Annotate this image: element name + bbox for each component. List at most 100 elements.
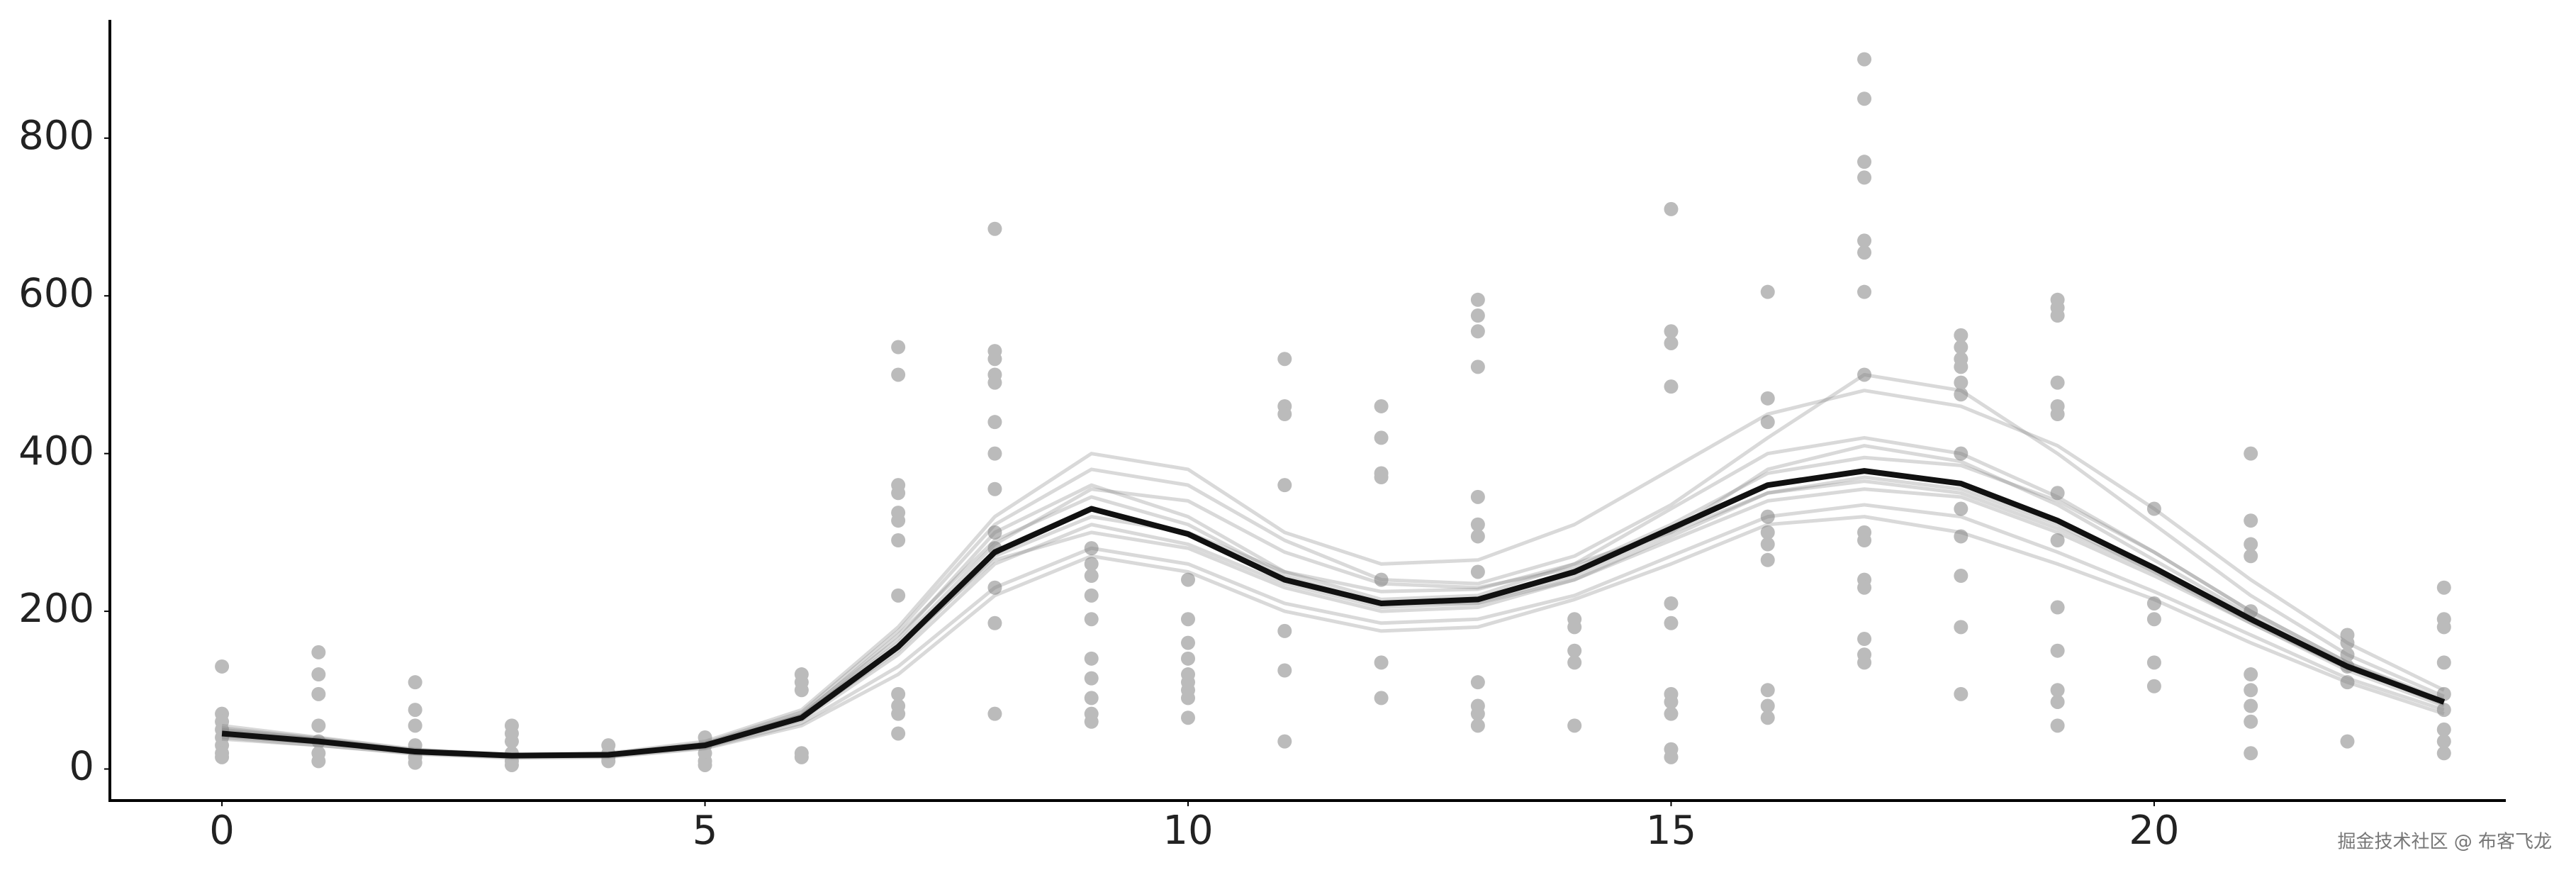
series-line bbox=[221, 475, 2445, 758]
data-point bbox=[1857, 655, 1872, 670]
data-point bbox=[1857, 533, 1872, 547]
data-point bbox=[2244, 683, 2258, 698]
data-point bbox=[1470, 517, 1485, 532]
data-point bbox=[1084, 612, 1099, 627]
data-point bbox=[2244, 549, 2258, 564]
data-point bbox=[215, 659, 230, 674]
data-point bbox=[1760, 284, 1775, 299]
data-point bbox=[311, 667, 326, 682]
data-point bbox=[2244, 667, 2258, 682]
data-point bbox=[1470, 706, 1485, 721]
data-point bbox=[891, 706, 906, 721]
data-point bbox=[987, 415, 1002, 430]
series-line bbox=[221, 372, 2445, 757]
data-point bbox=[794, 683, 809, 698]
data-point bbox=[1567, 718, 1582, 733]
data-point bbox=[1084, 671, 1099, 686]
data-point bbox=[1664, 706, 1679, 721]
data-point bbox=[1181, 710, 1195, 725]
data-point bbox=[1567, 655, 1582, 670]
data-point bbox=[2050, 694, 2065, 709]
data-point bbox=[1664, 694, 1679, 709]
data-point bbox=[2244, 513, 2258, 528]
data-point bbox=[1567, 620, 1582, 635]
data-point bbox=[2146, 612, 2161, 627]
data-point bbox=[987, 615, 1002, 630]
data-point bbox=[891, 367, 906, 382]
data-point bbox=[2050, 375, 2065, 390]
data-point bbox=[891, 686, 906, 701]
data-point bbox=[1760, 509, 1775, 524]
data-point bbox=[1954, 360, 1969, 374]
x-tick-label: 0 bbox=[209, 808, 235, 854]
data-point bbox=[2050, 407, 2065, 422]
data-point bbox=[1470, 564, 1485, 579]
series-line bbox=[221, 503, 2445, 759]
data-point bbox=[1857, 245, 1872, 260]
data-point bbox=[1664, 201, 1679, 216]
data-point bbox=[2050, 600, 2065, 615]
data-point bbox=[1084, 714, 1099, 729]
data-point bbox=[504, 757, 519, 772]
data-point bbox=[2146, 679, 2161, 693]
y-tick-label: 400 bbox=[18, 428, 94, 474]
data-point bbox=[1954, 620, 1969, 635]
data-point bbox=[1760, 710, 1775, 725]
data-point bbox=[1181, 635, 1195, 650]
data-point bbox=[2146, 655, 2161, 670]
data-point bbox=[987, 221, 1002, 236]
data-point bbox=[1084, 569, 1099, 584]
data-point bbox=[1664, 324, 1679, 339]
data-point bbox=[311, 686, 326, 701]
data-point bbox=[1954, 375, 1969, 390]
data-point bbox=[2050, 643, 2065, 658]
data-point bbox=[2050, 486, 2065, 501]
data-point bbox=[2244, 537, 2258, 552]
data-point bbox=[1374, 572, 1389, 587]
x-tick-label: 5 bbox=[693, 808, 718, 854]
data-point bbox=[2146, 596, 2161, 611]
data-point bbox=[311, 718, 326, 733]
data-point bbox=[1857, 155, 1872, 169]
data-point bbox=[1760, 683, 1775, 698]
data-point bbox=[1470, 324, 1485, 339]
data-point bbox=[1277, 352, 1292, 367]
data-point bbox=[2244, 446, 2258, 461]
data-point bbox=[2050, 533, 2065, 547]
data-point bbox=[891, 588, 906, 603]
data-point bbox=[311, 754, 326, 769]
data-point bbox=[504, 734, 519, 749]
x-tick-label: 10 bbox=[1163, 808, 1213, 854]
data-point bbox=[1181, 612, 1195, 627]
data-point bbox=[1857, 632, 1872, 647]
y-tick-label: 800 bbox=[18, 113, 94, 159]
data-point bbox=[311, 645, 326, 659]
data-point bbox=[1181, 691, 1195, 706]
data-point bbox=[1374, 430, 1389, 445]
data-point bbox=[1760, 698, 1775, 713]
x-tick-label: 20 bbox=[2129, 808, 2179, 854]
data-point bbox=[1954, 569, 1969, 584]
data-point bbox=[1374, 399, 1389, 413]
y-tick-label: 0 bbox=[69, 744, 94, 790]
data-point bbox=[1470, 675, 1485, 690]
data-point bbox=[891, 486, 906, 501]
y-tick-label: 600 bbox=[18, 270, 94, 316]
data-point bbox=[1374, 470, 1389, 485]
data-point bbox=[1954, 686, 1969, 701]
data-point bbox=[1084, 588, 1099, 603]
data-point bbox=[1954, 387, 1969, 402]
data-point bbox=[698, 757, 712, 772]
data-point bbox=[1567, 643, 1582, 658]
data-point bbox=[1664, 379, 1679, 394]
series-line bbox=[221, 468, 2446, 759]
data-point bbox=[987, 446, 1002, 461]
data-point bbox=[1374, 655, 1389, 670]
data-point bbox=[1760, 552, 1775, 567]
data-point bbox=[1084, 691, 1099, 706]
data-point bbox=[1760, 415, 1775, 430]
data-point bbox=[2244, 746, 2258, 761]
data-point bbox=[2050, 683, 2065, 698]
data-point bbox=[408, 755, 422, 770]
